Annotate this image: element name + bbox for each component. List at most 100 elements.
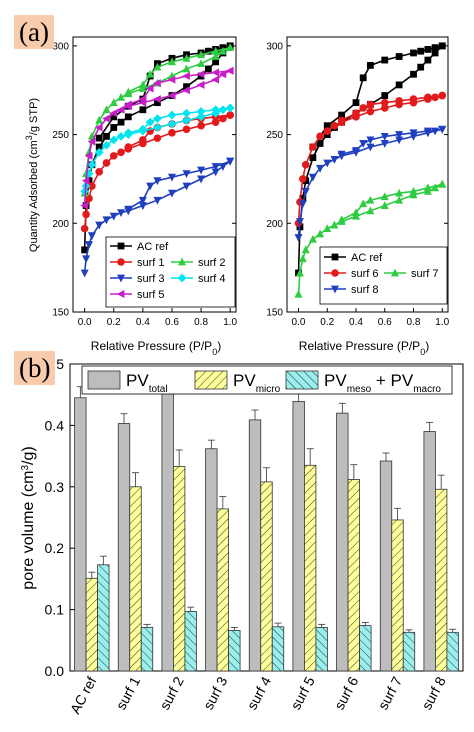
data-point [380, 192, 389, 201]
data-point [352, 208, 360, 217]
y-tick-label: 300 [266, 41, 283, 52]
x-tick-label: 0.2 [320, 317, 334, 328]
data-point [308, 173, 317, 182]
bar [446, 631, 459, 672]
x-axis-label-left-part: ) [217, 339, 221, 353]
data-point [211, 46, 220, 55]
bar [391, 519, 404, 672]
series-line [83, 114, 231, 229]
bar [173, 466, 186, 672]
bar [359, 625, 372, 672]
data-point [85, 194, 93, 203]
data-point [337, 116, 346, 125]
legend-entry: surf 5 [137, 289, 165, 301]
data-point [226, 43, 235, 52]
data-point [102, 140, 111, 150]
data-point [123, 128, 133, 138]
data-point [295, 218, 304, 226]
panel-label-b: (b) [14, 351, 56, 385]
data-point [424, 56, 432, 64]
x-tick-label: 1.0 [223, 317, 237, 328]
data-point [316, 164, 325, 173]
data-point [167, 57, 176, 66]
data-point [109, 109, 118, 118]
data-point [88, 182, 96, 190]
data-point [438, 179, 447, 188]
data-point [395, 97, 403, 105]
data-point [153, 95, 161, 104]
data-point [124, 87, 133, 96]
x-tick-label: AC ref [67, 674, 100, 717]
data-point [301, 187, 310, 196]
data-point [438, 91, 447, 100]
data-point [431, 49, 439, 57]
data-point [167, 75, 176, 84]
data-point [295, 268, 304, 277]
data-point [95, 115, 104, 124]
bar [336, 412, 349, 672]
data-point [168, 129, 176, 137]
data-point [316, 140, 324, 147]
x-tick-label: 0.6 [378, 317, 392, 328]
x-axis-label-right-part: ) [425, 339, 429, 353]
legend-entry: surf 3 [137, 273, 165, 285]
legend-entry-part: PV [233, 371, 256, 390]
data-point [298, 254, 307, 263]
legend-entry: AC ref [137, 241, 169, 253]
data-point [380, 98, 389, 107]
data-point [409, 186, 418, 195]
data-point [153, 62, 162, 71]
data-point [116, 131, 126, 141]
y-tick-label: 300 [52, 41, 69, 52]
data-point [94, 123, 103, 132]
data-point [82, 210, 90, 219]
x-tick-label: 1.0 [435, 317, 449, 328]
bar [347, 479, 360, 672]
y-tick-label: 0.2 [45, 540, 65, 556]
data-point [94, 147, 104, 157]
data-point [338, 111, 346, 119]
bar [228, 630, 241, 672]
data-point [391, 268, 399, 277]
y-tick-label: 200 [52, 219, 69, 230]
legend-entry-part: micro [256, 384, 281, 395]
y-axis-label-part: 3 [20, 465, 31, 471]
data-point [316, 132, 324, 141]
data-point [380, 140, 389, 148]
data-point [331, 269, 339, 277]
data-point [124, 205, 133, 214]
data-point [197, 166, 206, 175]
isotherm-plot-left: 0.0 0.2 0.4 0.6 0.8 1.0 150 200 250 300 Relative P… [24, 36, 238, 357]
data-point [204, 47, 212, 55]
data-point [80, 186, 90, 196]
y-axis-label-part: 3 [24, 135, 34, 140]
panel-label-a: (a) [14, 15, 54, 49]
bar [97, 564, 110, 672]
data-point [438, 125, 447, 134]
x-tick-label: 0.8 [194, 317, 208, 328]
bar [74, 397, 87, 672]
bar [248, 419, 262, 672]
data-point [196, 112, 206, 122]
data-point [138, 202, 147, 210]
data-point [167, 119, 177, 129]
plot-frame [286, 36, 449, 313]
data-point [87, 137, 96, 146]
data-point [423, 127, 432, 136]
data-point [395, 136, 404, 145]
series-surf-7 [294, 179, 447, 298]
data-point [395, 131, 404, 139]
y-tick-label: 200 [266, 219, 283, 230]
data-point [204, 65, 212, 73]
legend-entry-part: PV [324, 371, 347, 390]
data-point [145, 117, 155, 127]
bar [292, 401, 305, 672]
data-point [154, 99, 161, 107]
legend-entry: surf 7 [411, 268, 439, 280]
data-point [424, 93, 432, 102]
data-point [225, 66, 234, 75]
legend-entry-part: macro [413, 384, 441, 395]
data-point [138, 80, 147, 89]
x-tick-label: 0.8 [407, 317, 421, 328]
data-point [298, 200, 307, 209]
